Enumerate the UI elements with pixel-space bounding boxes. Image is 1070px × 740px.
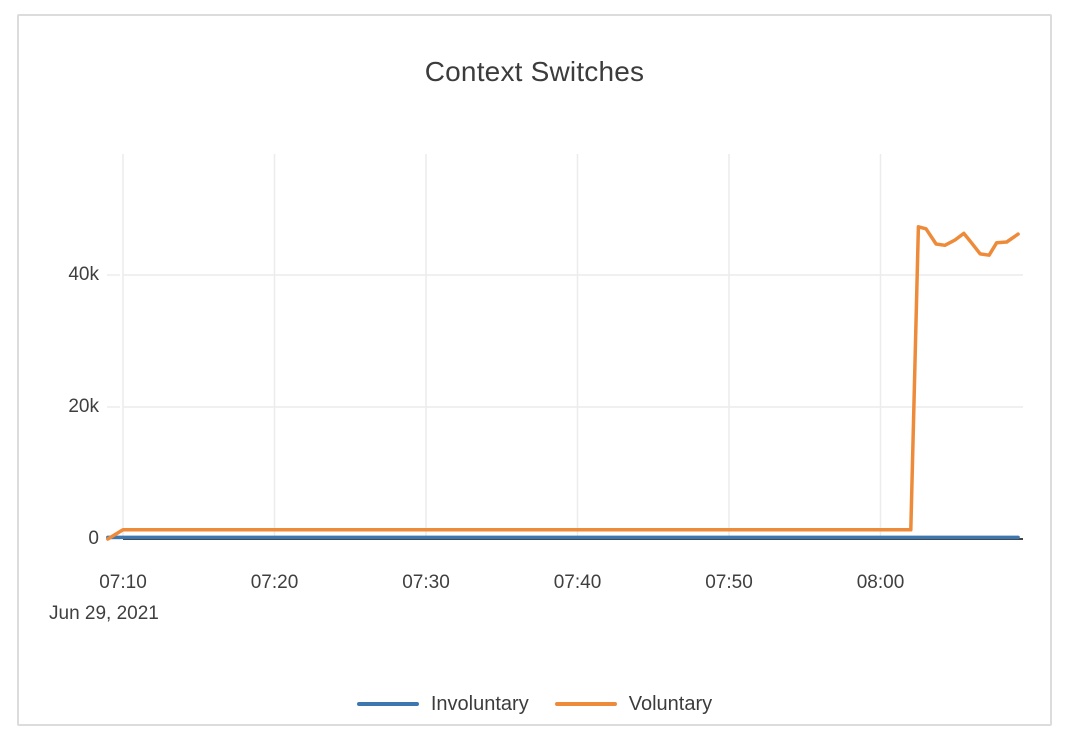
x-tick-label: 07:10 [99,572,147,593]
chart-title: Context Switches [424,56,645,87]
legend-item-voluntary[interactable]: Voluntary [554,692,713,716]
series-line-voluntary [106,225,1020,541]
legend-line-icon [554,702,617,706]
x-tick-label: 08:00 [856,572,905,593]
legend-label: Voluntary [628,692,713,715]
x-axis-date-label: Jun 29, 2021 [49,603,159,624]
legend-item-involuntary[interactable]: Involuntary [356,692,529,716]
legend: Involuntary Voluntary [19,690,1050,718]
x-tick-label: 07:50 [705,572,753,593]
x-tick-label: 07:20 [250,572,299,593]
chart-card: Context Switches Jun 29, 2021 Involuntar… [17,14,1052,726]
x-tick-label: 07:30 [402,572,450,593]
legend-line-icon [356,702,419,706]
plot-area[interactable] [19,16,1050,724]
y-tick-label: 0 [88,528,99,549]
y-tick-label: 40k [68,264,99,285]
x-tick-label: 07:40 [553,572,602,593]
y-tick-label: 20k [68,396,99,417]
legend-label: Involuntary [430,692,529,715]
